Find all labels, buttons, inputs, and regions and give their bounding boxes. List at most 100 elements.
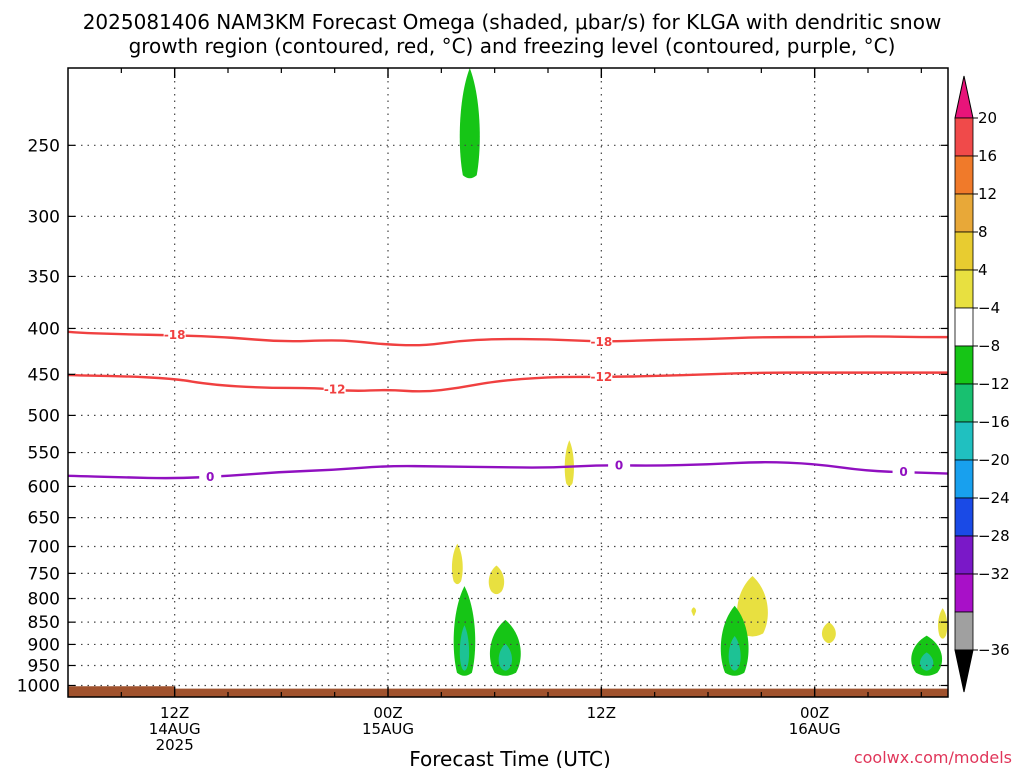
contour-label: -12 [590, 370, 612, 384]
y-tick-label: 1000 [17, 676, 60, 696]
x-axis-label: Forecast Time (UTC) [409, 747, 611, 768]
colorbar-swatch [954, 345, 974, 385]
contour-label-bg [590, 333, 613, 348]
x-tick-label: 00Z [800, 704, 829, 722]
contour-label-bg [199, 468, 222, 483]
y-tick-label: 550 [28, 444, 60, 464]
y-tick-label: 300 [28, 207, 60, 227]
omega-feature [691, 607, 697, 616]
y-tick-label: 350 [28, 267, 60, 287]
contour-label: 0 [615, 458, 623, 472]
colorbar-label: −4 [978, 299, 1000, 317]
colorbar: 20 16 12 8 4 −4 −8 −12 −16 −20 −24 −28 −32 −36 [954, 75, 1010, 693]
colorbar-swatch [954, 421, 974, 461]
y-tick-label: 450 [28, 365, 60, 385]
contour-label-bg [892, 464, 915, 479]
colorbar-swatch [954, 535, 974, 575]
contour-line [68, 371, 948, 393]
x-tick-label: 16AUG [789, 720, 841, 738]
contour-line [68, 461, 948, 480]
omega-feature [459, 68, 480, 179]
colorbar-label: −16 [978, 413, 1010, 431]
contour-label-bg [608, 457, 631, 472]
colorbar-label: −20 [978, 451, 1010, 469]
contour-label: 0 [206, 470, 214, 484]
omega-shading [68, 68, 948, 697]
terrain-strip [68, 686, 948, 697]
omega-feature [488, 565, 505, 595]
contour-label: -12 [1017, 366, 1024, 380]
y-tick-label: 950 [28, 656, 60, 676]
colorbar-label: 4 [978, 261, 988, 279]
colorbar-top-arrow [954, 75, 974, 119]
colorbar-label: −12 [978, 375, 1010, 393]
contour-label-bg [323, 381, 346, 396]
x-tick-label: 2025 [156, 736, 194, 754]
x-tick-label: 14AUG [149, 720, 201, 738]
omega-feature [737, 575, 768, 637]
contour-label: -18 [164, 328, 186, 342]
colorbar-label: 8 [978, 223, 988, 241]
y-tick-label: 600 [28, 477, 60, 497]
colorbar-swatch [954, 383, 974, 423]
colorbar-swatch [954, 269, 974, 309]
colorbar-label: −28 [978, 527, 1010, 545]
colorbar-label: −32 [978, 565, 1010, 583]
contour-label: 0 [899, 465, 907, 479]
y-tick-label: 900 [28, 635, 60, 655]
contour-line [68, 330, 948, 347]
colorbar-swatch [954, 307, 974, 347]
y-tick-label: 500 [28, 406, 60, 426]
contours: -18 -18 -18 -12 -12 -12 0 0 0 [68, 327, 1024, 484]
colorbar-swatch [954, 231, 974, 271]
axes: 2503003504004505005506006507007508008509… [17, 67, 949, 754]
omega-core [498, 643, 512, 671]
colorbar-swatch [954, 117, 974, 157]
y-tick-label: 700 [28, 538, 60, 558]
colorbar-label: 20 [978, 109, 997, 127]
contour-label: -18 [590, 335, 612, 349]
contour-label-bg [590, 368, 613, 383]
x-tick-label: 15AUG [362, 720, 414, 738]
colorbar-swatch [954, 193, 974, 233]
omega-feature [821, 622, 836, 644]
x-tick-label: 12Z [160, 704, 189, 722]
plot-frame [67, 67, 949, 698]
contour-label: -12 [324, 383, 346, 397]
omega-feature [564, 440, 574, 487]
colorbar-label: −24 [978, 489, 1010, 507]
colorbar-swatch [954, 155, 974, 195]
omega-core [459, 625, 470, 671]
y-tick-label: 850 [28, 613, 60, 633]
chart-title-line-1: 2025081406 NAM3KM Forecast Omega (shaded… [83, 10, 942, 34]
omega-feature [451, 543, 463, 585]
y-tick-label: 650 [28, 509, 60, 529]
y-tick-label: 750 [28, 564, 60, 584]
credit-text: coolwx.com/models [854, 748, 1012, 767]
chart-title-line-2: growth region (contoured, red, °C) and f… [129, 34, 896, 58]
y-tick-label: 400 [28, 319, 60, 339]
colorbar-swatch [954, 611, 974, 651]
omega-feature [938, 608, 948, 639]
x-tick-label: 00Z [373, 704, 402, 722]
colorbar-label: −8 [978, 337, 1000, 355]
chart-title: 2025081406 NAM3KM Forecast Omega (shaded… [83, 10, 942, 58]
contour-label: -18 [1017, 330, 1024, 344]
y-tick-label: 250 [28, 136, 60, 156]
colorbar-label: −36 [978, 641, 1010, 659]
x-tick-label: 12Z [587, 704, 616, 722]
omega-core [920, 652, 934, 671]
colorbar-swatch [954, 497, 974, 537]
contour-label-bg [1017, 365, 1024, 379]
colorbar-swatch [954, 459, 974, 499]
colorbar-swatch [954, 573, 974, 613]
contour-label-bg [163, 327, 186, 342]
colorbar-bottom-arrow [954, 649, 974, 693]
plot-background [68, 68, 948, 697]
colorbar-label: 12 [978, 185, 997, 203]
contour-label-bg [1017, 329, 1024, 343]
grid [68, 68, 948, 697]
y-tick-label: 800 [28, 590, 60, 610]
colorbar-label: 16 [978, 147, 997, 165]
